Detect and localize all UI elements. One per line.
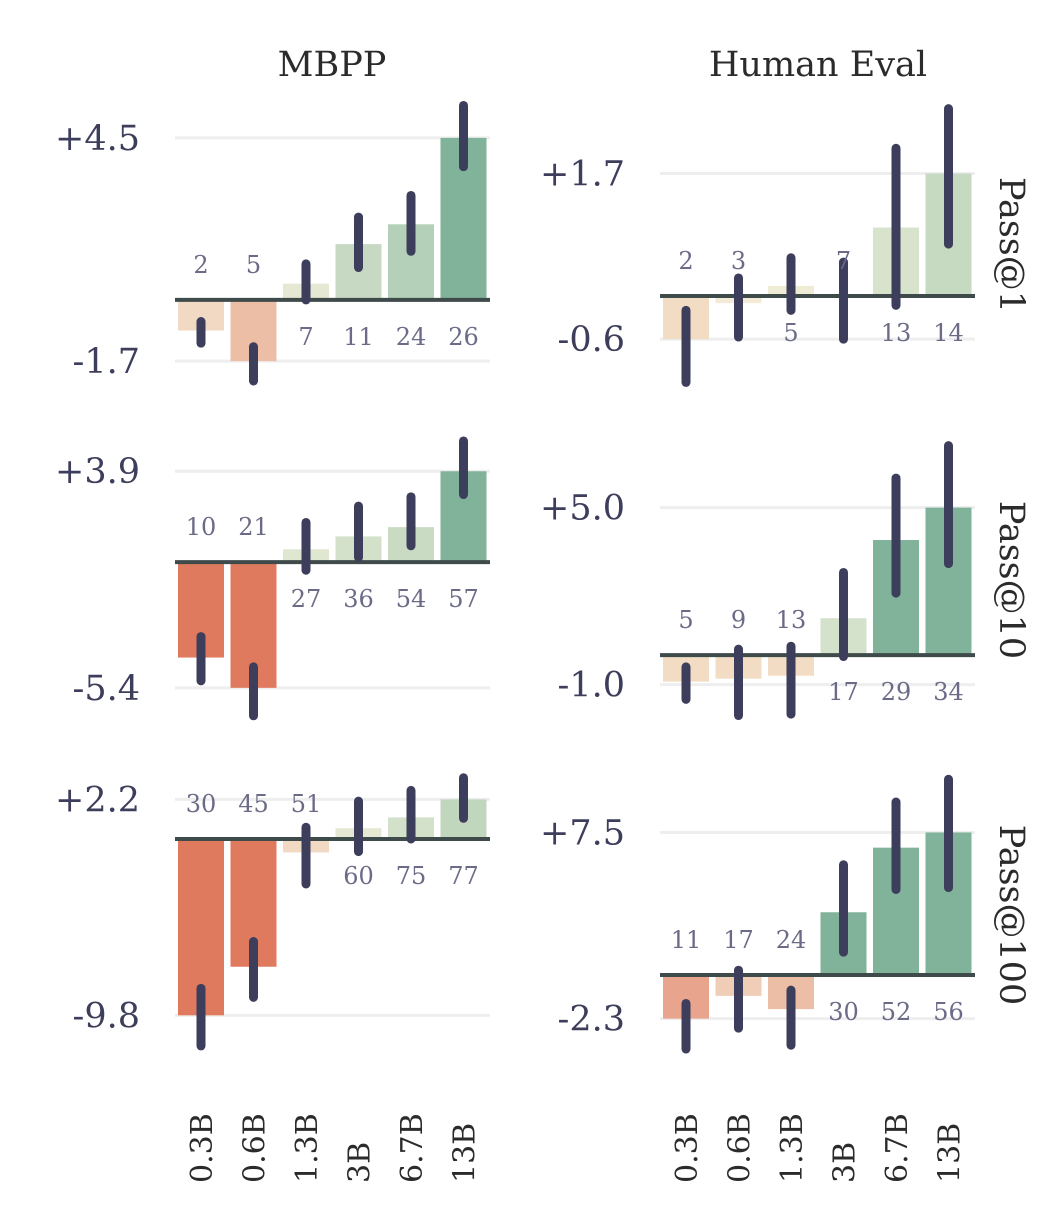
count-label: 30 [186,790,217,818]
count-label: 17 [828,678,859,706]
y-tick-label: -1.7 [73,342,141,382]
y-tick-label: -5.4 [73,669,141,709]
count-label: 54 [396,585,427,613]
panel-2: +3.9 -5.4 10 21 27 36 54 57 [55,436,490,721]
count-label: 36 [343,585,374,613]
column-title-mbpp: MBPP [278,45,387,85]
count-label: 21 [238,513,269,541]
count-label: 24 [396,323,427,351]
column-title-human-eval: Human Eval [709,45,927,85]
x-tick-label: 1.3B [775,1113,810,1183]
count-label: 77 [448,862,479,890]
count-label: 2 [678,247,693,275]
y-tick-label: +5.0 [540,489,625,529]
count-label: 27 [291,585,322,613]
count-label: 51 [291,790,322,818]
row-label-pass100: Pass@100 [991,825,1031,1006]
count-label: 10 [186,513,217,541]
count-label: 13 [881,319,912,347]
row-label-pass10: Pass@10 [991,501,1031,659]
x-tick-label: 1.3B [290,1113,325,1183]
count-label: 26 [448,323,479,351]
panel-1: +1.7 -0.6 2 3 5 7 13 14 [540,104,975,387]
count-label: 45 [238,790,269,818]
x-tick-label: 0.3B [185,1113,220,1183]
y-tick-label: -1.0 [558,666,626,706]
count-label: 13 [776,606,807,634]
count-label: 5 [678,606,693,634]
x-tick-label: 6.7B [880,1113,915,1183]
row-label-pass1: Pass@1 [991,177,1031,313]
panel-3: +5.0 -1.0 5 9 13 17 29 34 [540,441,975,721]
count-label: 57 [448,585,479,613]
y-tick-label: +7.5 [540,813,625,853]
x-tick-label: 3B [828,1142,863,1183]
panel-0: +4.5 -1.7 2 5 7 11 24 26 [55,100,490,386]
count-label: 52 [881,998,912,1026]
x-tick-label: 3B [343,1142,378,1183]
count-label: 5 [246,251,261,279]
count-label: 11 [343,323,374,351]
count-label: 24 [776,926,807,954]
x-tick-label: 13B [448,1123,483,1183]
count-label: 56 [933,998,964,1026]
count-label: 11 [671,926,702,954]
count-label: 2 [193,251,208,279]
y-tick-label: +1.7 [540,155,625,195]
count-label: 7 [836,247,851,275]
y-tick-label: +3.9 [55,452,140,492]
x-tick-label: 0.6B [723,1113,758,1183]
count-label: 5 [783,319,798,347]
count-label: 3 [731,247,746,275]
count-label: 30 [828,998,859,1026]
y-tick-label: +2.2 [55,780,140,820]
x-tick-label: 6.7B [395,1113,430,1183]
y-tick-label: +4.5 [55,119,140,159]
count-label: 60 [343,862,374,890]
count-label: 17 [723,926,754,954]
panel-4: +2.2 -9.8 30 45 51 60 75 77 [55,773,490,1051]
x-tick-label: 0.6B [238,1113,273,1183]
y-tick-label: -2.3 [558,1000,626,1040]
count-label: 14 [933,319,964,347]
count-label: 34 [933,678,964,706]
x-tick-label: 0.3B [670,1113,705,1183]
count-label: 7 [298,323,313,351]
y-tick-label: -9.8 [73,996,141,1036]
panel-5: +7.5 -2.3 11 17 24 30 52 56 [540,774,975,1054]
count-label: 9 [731,606,746,634]
y-tick-label: -0.6 [558,320,626,360]
count-label: 75 [396,862,427,890]
count-label: 29 [881,678,912,706]
x-tick-label: 13B [933,1123,968,1183]
